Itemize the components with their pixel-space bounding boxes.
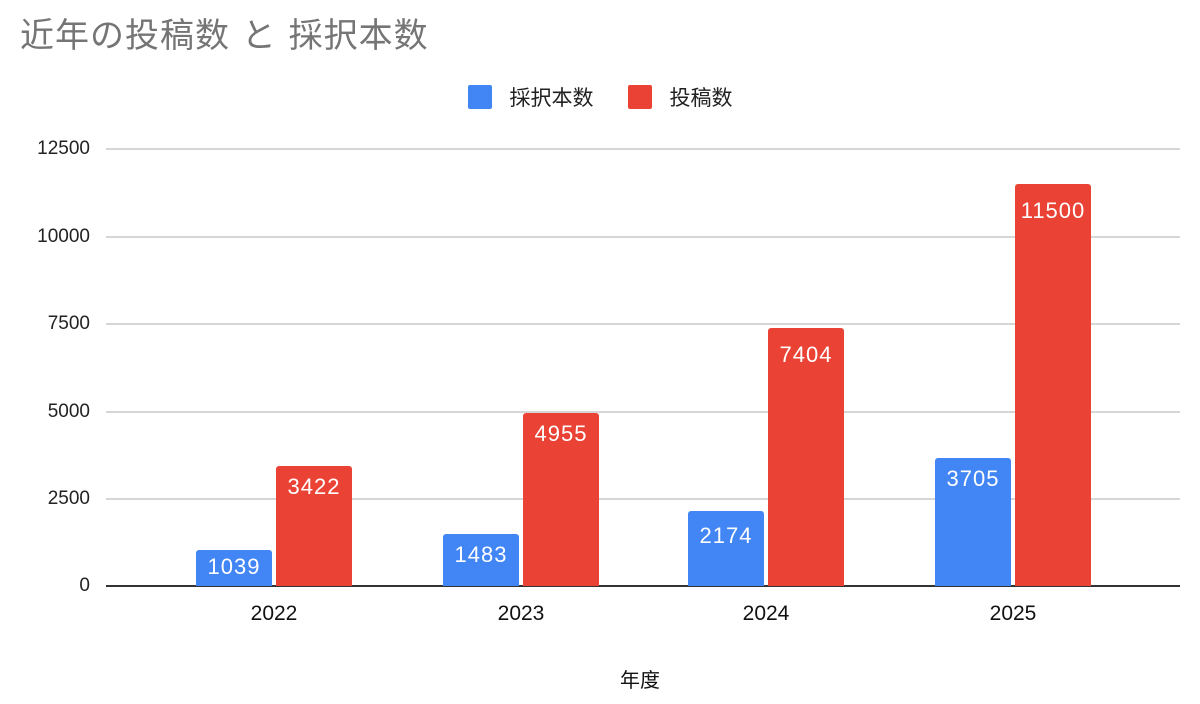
legend-label: 採択本数 xyxy=(509,86,594,110)
y-tick: 7500 xyxy=(47,313,90,334)
bar-accepted-2022[interactable]: 1039 xyxy=(196,550,272,586)
data-label: 3422 xyxy=(287,474,341,499)
chart-title: 近年の投稿数 と 採択本数 xyxy=(20,16,429,56)
bar-accepted-2023[interactable]: 1483 xyxy=(443,534,519,586)
legend-label: 投稿数 xyxy=(669,86,733,110)
bar-accepted-2025[interactable]: 3705 xyxy=(935,458,1011,586)
y-tick: 5000 xyxy=(47,401,90,422)
bar-accepted-2024[interactable]: 2174 xyxy=(688,511,764,586)
legend-item-accepted[interactable]: 採択本数 xyxy=(467,82,594,112)
data-label: 2174 xyxy=(699,523,753,548)
x-tick: 2023 xyxy=(497,602,545,625)
data-label: 7404 xyxy=(779,342,833,367)
x-axis-title: 年度 xyxy=(620,668,660,692)
data-label: 1039 xyxy=(207,554,261,579)
x-axis-line xyxy=(106,585,1180,587)
bar-submissions-2024[interactable]: 7404 xyxy=(768,328,844,586)
gridline xyxy=(106,498,1180,500)
y-tick: 2500 xyxy=(47,488,90,509)
y-tick: 12500 xyxy=(37,138,90,159)
legend-item-submissions[interactable]: 投稿数 xyxy=(627,82,733,112)
gridline xyxy=(106,148,1180,150)
gridline xyxy=(106,323,1180,325)
x-tick: 2022 xyxy=(250,602,298,625)
bar-submissions-2023[interactable]: 4955 xyxy=(523,413,599,586)
legend-swatch-red xyxy=(627,85,652,109)
x-tick: 2025 xyxy=(989,602,1037,625)
gridline xyxy=(106,411,1180,413)
data-label: 11500 xyxy=(1020,198,1086,223)
gridline xyxy=(106,236,1180,238)
legend-swatch-blue xyxy=(467,85,492,109)
bar-submissions-2022[interactable]: 3422 xyxy=(276,466,352,586)
y-tick: 0 xyxy=(79,575,90,596)
data-label: 4955 xyxy=(534,421,588,446)
x-tick: 2024 xyxy=(742,602,790,625)
legend: 採択本数 投稿数 xyxy=(0,82,1200,112)
y-tick: 10000 xyxy=(37,226,90,247)
bar-submissions-2025[interactable]: 11500 xyxy=(1015,184,1091,586)
data-label: 1483 xyxy=(454,542,508,567)
data-label: 3705 xyxy=(946,466,1000,491)
